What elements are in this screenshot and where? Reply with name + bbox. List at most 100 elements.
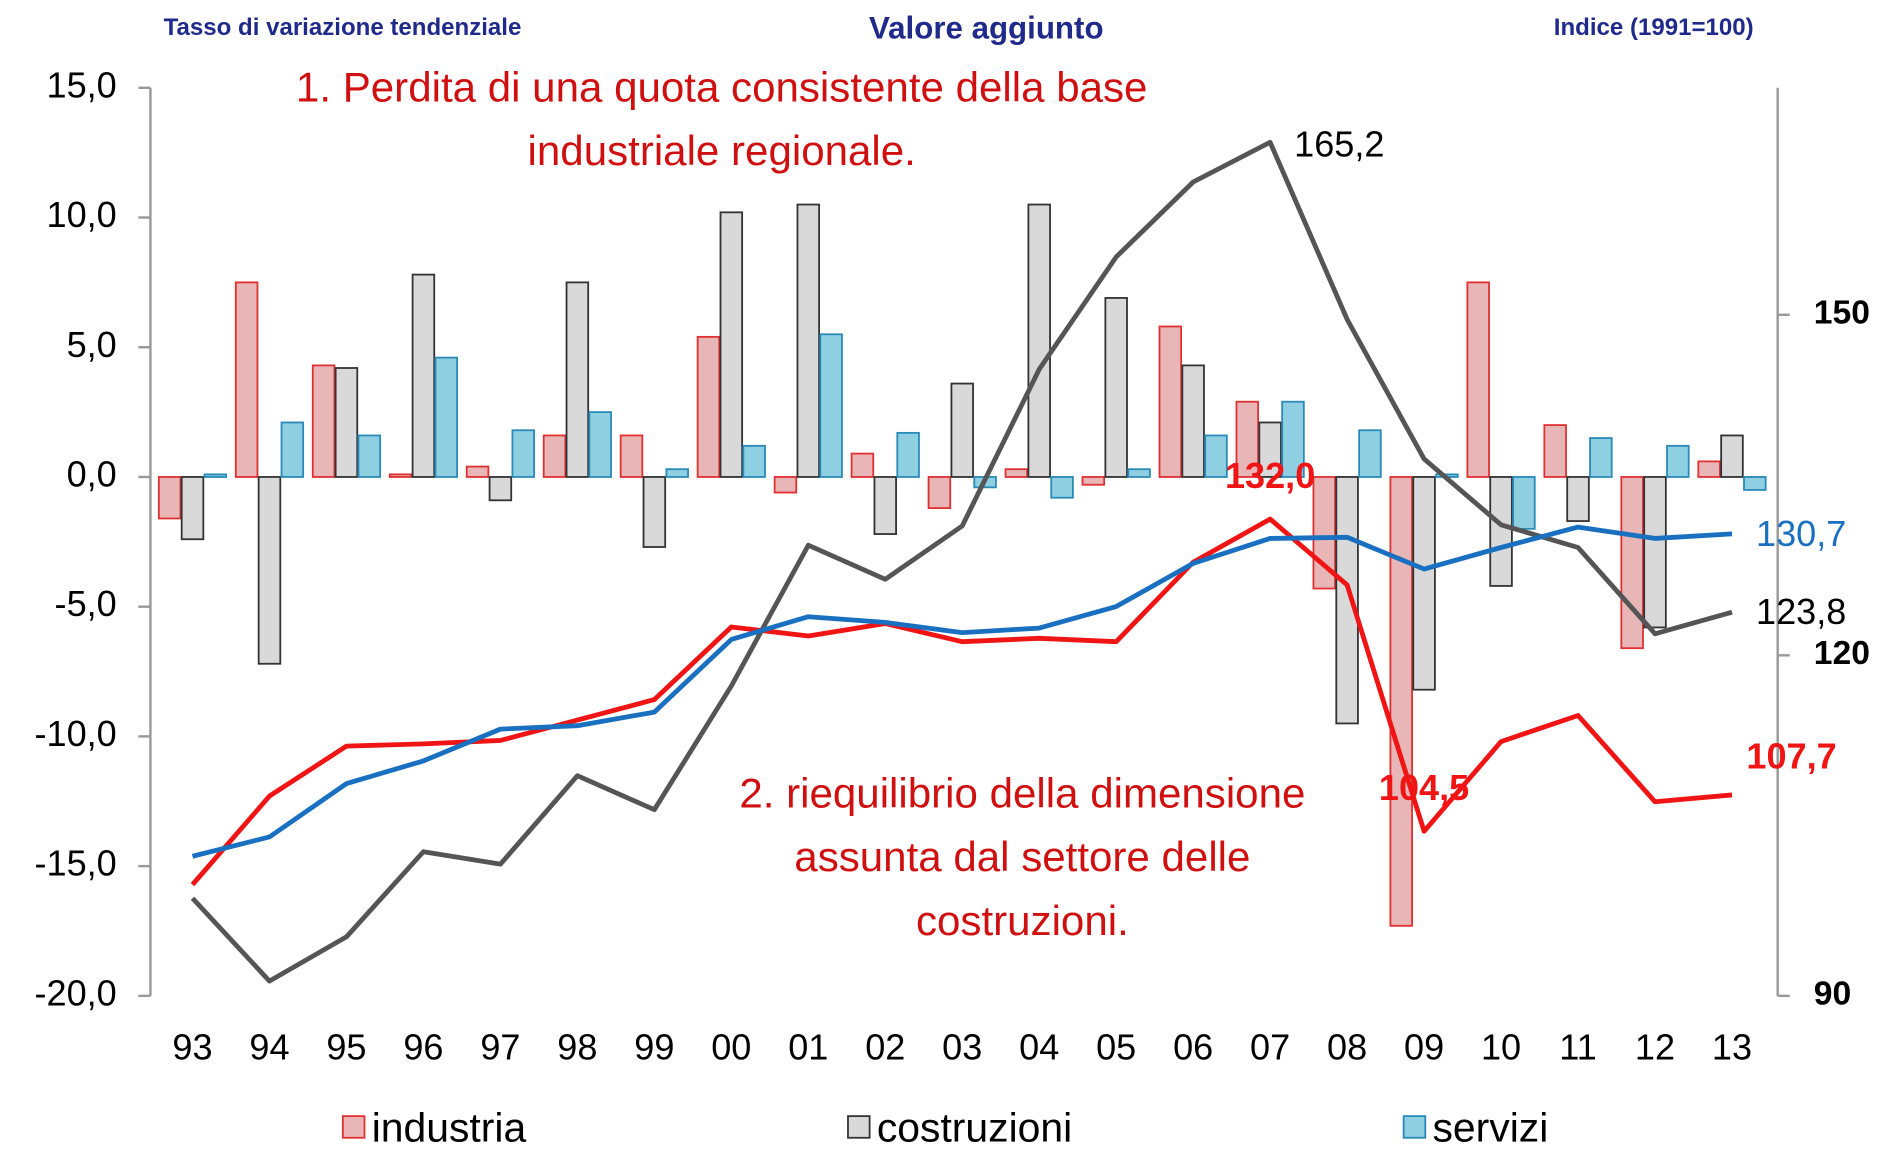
annotation: 1. Perdita di una quota consistente dell… [296, 63, 1148, 110]
bar [1643, 476, 1667, 629]
y2-axis-label: Indice (1991=100) [1554, 14, 1754, 41]
bar [411, 273, 436, 478]
bar [819, 333, 843, 478]
bar [234, 281, 259, 478]
x-tick-label: 10 [1481, 1027, 1521, 1068]
bar [1566, 476, 1590, 522]
bar [434, 356, 459, 478]
line [191, 524, 1733, 859]
bar [1358, 429, 1382, 478]
bar [1181, 364, 1205, 478]
bar [1050, 476, 1074, 499]
x-tick-label: 05 [1096, 1027, 1136, 1068]
y-tick-label: 0,0 [67, 453, 117, 494]
bar [1027, 203, 1051, 478]
bar [1204, 434, 1228, 478]
bar [896, 431, 920, 478]
bar [950, 382, 974, 478]
data-label: 132,0 [1225, 455, 1315, 496]
y2-tick-label: 120 [1814, 635, 1870, 672]
line [190, 139, 1733, 984]
legend-swatch [1402, 1115, 1427, 1139]
bar [1620, 476, 1644, 650]
x-tick-label: 99 [634, 1027, 674, 1068]
bar [311, 364, 336, 478]
bar [1543, 424, 1567, 478]
bar [334, 367, 359, 478]
bar [742, 444, 766, 478]
bar [1235, 400, 1260, 478]
x-tick-label: 01 [788, 1027, 828, 1068]
bar [542, 434, 567, 478]
bar [357, 434, 382, 478]
annotation: industriale regionale. [528, 127, 916, 174]
x-tick-label: 11 [1559, 1027, 1596, 1068]
x-tick-label: 03 [942, 1027, 982, 1068]
bar [388, 473, 413, 478]
bar [1489, 476, 1513, 587]
data-label: 123,8 [1756, 591, 1846, 632]
annotation: assunta dal settore delle [794, 833, 1250, 880]
y-tick-label: -10,0 [34, 713, 116, 754]
bar [1512, 476, 1536, 530]
x-tick-label: 12 [1635, 1027, 1675, 1068]
bar [850, 452, 875, 478]
y2-tick-label: 90 [1814, 976, 1851, 1013]
bar [1589, 437, 1613, 478]
bar [180, 476, 205, 541]
legend-label: costruzioni [877, 1104, 1072, 1150]
bar [203, 473, 228, 478]
bar [665, 468, 689, 478]
bar [1666, 444, 1690, 478]
bar [773, 476, 798, 494]
x-tick-label: 96 [403, 1027, 443, 1068]
bar [465, 465, 490, 478]
x-tick-label: 09 [1404, 1027, 1444, 1068]
y-tick-label: -20,0 [34, 972, 116, 1013]
y-tick-label: 10,0 [47, 194, 117, 235]
x-tick-label: 93 [172, 1027, 212, 1068]
bar [588, 411, 612, 478]
bar [1697, 460, 1721, 478]
x-tick-label: 97 [480, 1027, 520, 1068]
bar [257, 476, 282, 665]
bar [157, 476, 182, 520]
y-tick-label: -15,0 [34, 843, 116, 884]
bar [1104, 297, 1128, 478]
x-tick-label: 98 [557, 1027, 597, 1068]
x-tick-label: 02 [865, 1027, 905, 1068]
bar [1258, 421, 1282, 478]
legend-swatch [341, 1115, 366, 1139]
data-label: 107,7 [1746, 735, 1836, 776]
annotation: costruzioni. [916, 897, 1129, 944]
bar [696, 335, 721, 478]
annotation: 2. riequilibrio della dimensione [739, 769, 1305, 816]
bar [719, 211, 744, 478]
legend-swatch [847, 1115, 871, 1139]
data-label: 104,5 [1379, 767, 1469, 808]
y2-tick-label: 150 [1814, 295, 1870, 332]
line [190, 516, 1733, 887]
bar [1466, 281, 1490, 478]
bar [1127, 468, 1151, 478]
y-tick-label: 15,0 [47, 64, 117, 105]
bar [1412, 476, 1436, 691]
x-tick-label: 95 [326, 1027, 366, 1068]
y-tick-label: 5,0 [67, 324, 117, 365]
bar [1743, 476, 1767, 491]
legend-label: servizi [1433, 1104, 1549, 1150]
x-tick-label: 94 [249, 1027, 289, 1068]
bar [1720, 434, 1744, 478]
bar [280, 421, 305, 478]
legend-label: industria [372, 1104, 527, 1150]
x-tick-label: 00 [711, 1027, 751, 1068]
x-tick-label: 08 [1327, 1027, 1367, 1068]
x-tick-label: 04 [1019, 1027, 1059, 1068]
bar [1281, 400, 1305, 478]
chart-title: Valore aggiunto [869, 10, 1104, 45]
bar [565, 281, 590, 478]
bar [1389, 476, 1413, 927]
bar [1081, 476, 1106, 486]
bar [511, 429, 535, 478]
